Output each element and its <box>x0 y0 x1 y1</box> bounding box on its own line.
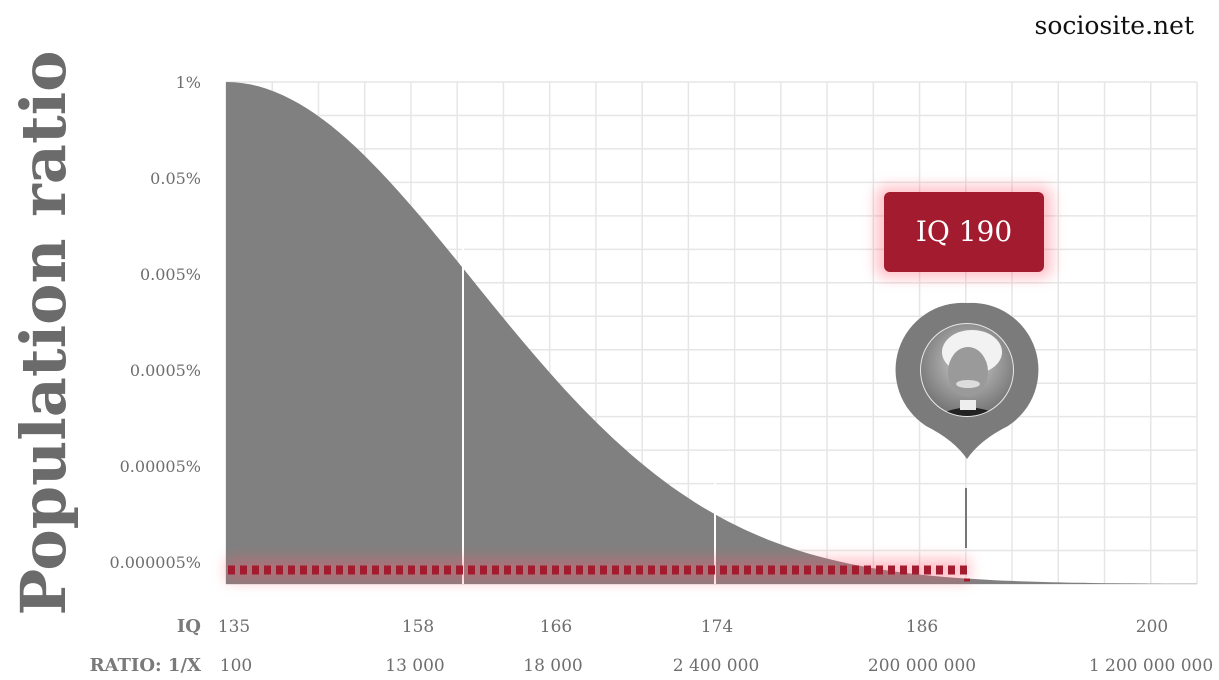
ratio-tick-label: 1 200 000 000 <box>1089 656 1213 676</box>
iq-ticks: 135 158 166 174 186 200 <box>218 617 1168 637</box>
y-tick-label: 0.0005% <box>130 361 201 380</box>
highlight-bar <box>226 558 970 582</box>
iq-tick-label: 166 <box>540 617 572 637</box>
ratio-tick-label: 100 <box>220 656 252 676</box>
ratio-axis-label: RATIO: 1/X <box>90 655 201 676</box>
ratio-ticks: 100 13 000 18 000 2 400 000 200 000 000 1 200… <box>220 656 1213 676</box>
y-axis-label: Population ratio <box>7 50 80 615</box>
y-tick-label: 0.00005% <box>120 457 201 476</box>
iq-tick-label: 200 <box>1136 617 1168 637</box>
y-axis-ticks: 1% 0.05% 0.005% 0.0005% 0.00005% 0.000005% <box>109 73 201 572</box>
person-pin <box>895 302 1039 459</box>
y-tick-label: 0.05% <box>150 169 201 188</box>
y-tick-label: 0.005% <box>140 265 201 284</box>
y-tick-label: 1% <box>176 73 201 92</box>
iq-tick-label: 186 <box>906 617 938 637</box>
ratio-tick-label: 2 400 000 <box>673 656 760 676</box>
iq-callout: IQ 190 <box>876 186 1052 278</box>
distribution-area <box>226 82 1197 584</box>
iq-tick-label: 174 <box>701 617 733 637</box>
ratio-tick-label: 18 000 <box>523 656 582 676</box>
ratio-tick-label: 200 000 000 <box>868 656 976 676</box>
iq-tick-label: 135 <box>218 617 250 637</box>
y-tick-label: 0.000005% <box>109 553 201 572</box>
callout-label: IQ 190 <box>916 215 1012 248</box>
iq-tick-label: 158 <box>402 617 434 637</box>
iq-axis-label: IQ <box>177 616 201 637</box>
ratio-tick-label: 13 000 <box>385 656 444 676</box>
site-name: sociosite.net <box>1035 11 1195 40</box>
